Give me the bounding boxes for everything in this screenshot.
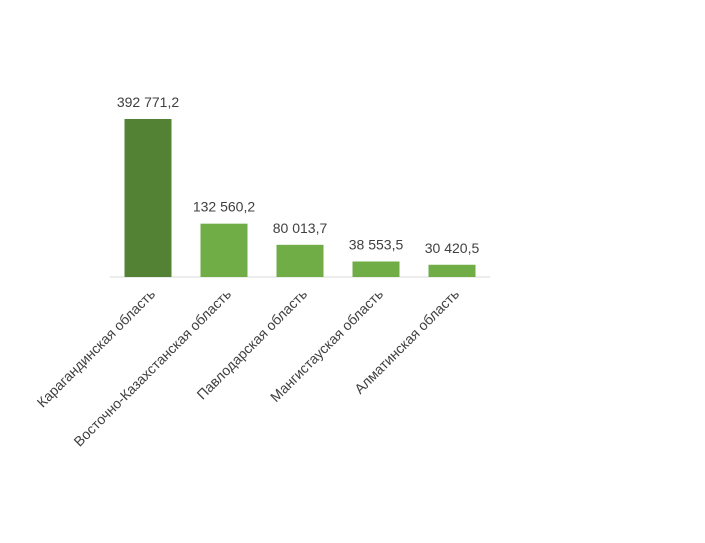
bar <box>276 244 324 277</box>
x-tick-label: Восточно-Казахстанская область <box>70 286 234 450</box>
bar <box>124 119 172 277</box>
bar <box>428 264 476 277</box>
bar <box>200 223 248 277</box>
data-label: 392 771,2 <box>117 94 179 110</box>
data-label: 80 013,7 <box>273 220 328 236</box>
data-label: 30 420,5 <box>425 240 480 256</box>
bar <box>352 261 400 277</box>
data-label: 132 560,2 <box>193 199 255 215</box>
data-label: 38 553,5 <box>349 236 404 252</box>
